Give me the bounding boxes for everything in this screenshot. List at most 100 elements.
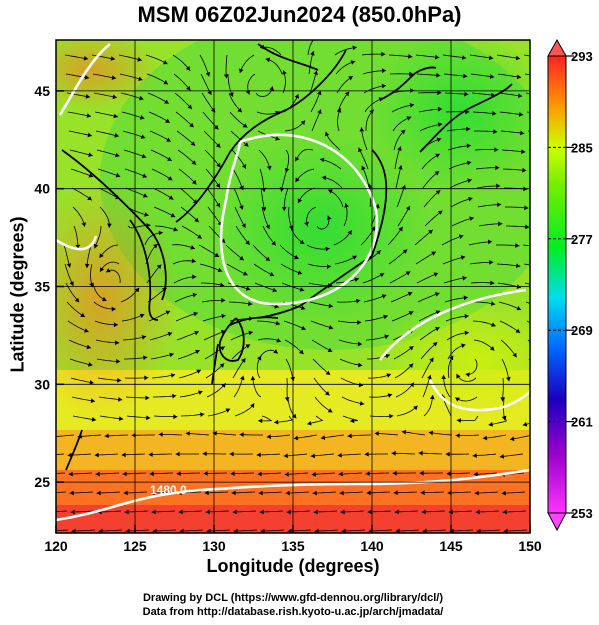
streamline-arrowhead (433, 272, 439, 277)
streamline-arrowhead (435, 310, 441, 315)
streamline-arrowhead (382, 68, 387, 74)
streamline-arrowhead (123, 490, 128, 496)
streamline-arrowhead (219, 282, 225, 288)
streamline-arrowhead (371, 226, 376, 232)
streamline-arrowhead (374, 431, 379, 436)
streamline-arrowhead (118, 416, 124, 421)
streamline-arrowhead (173, 414, 178, 420)
streamline-arrowhead (369, 109, 374, 115)
wind-streamlines (41, 40, 548, 533)
streamline-arrowhead (165, 118, 170, 123)
streamline-arrowhead (464, 330, 469, 336)
streamline-arrowhead (285, 490, 290, 496)
streamline-arrowhead (482, 435, 488, 441)
streamline-arrowhead (162, 60, 168, 65)
streamline-arrowhead (274, 419, 279, 425)
x-axis-label: Longitude (degrees) (206, 556, 380, 576)
streamline-arrowhead (522, 167, 527, 173)
streamline-arrowhead (327, 264, 332, 269)
streamline-arrowhead (381, 83, 386, 89)
streamline-arrowhead (544, 75, 548, 80)
streamline-arrowhead (522, 421, 528, 427)
colorbar-tick-label: 277 (571, 232, 593, 247)
streamline-arrowhead (327, 215, 332, 221)
streamline-arrowhead (358, 362, 363, 368)
y-axis-ticks: 25 30 35 40 45 (34, 83, 64, 490)
streamline-arrowhead (242, 271, 248, 276)
colorbar-tick-label: 293 (571, 49, 593, 64)
streamline-arrowhead (87, 132, 92, 138)
streamline-arrowhead (122, 471, 127, 477)
streamline-arrowhead (51, 434, 55, 439)
streamline-arrowhead (284, 471, 289, 477)
streamline-arrowhead (86, 113, 91, 118)
streamline-arrowhead (405, 205, 411, 211)
streamline-arrowhead (321, 175, 327, 181)
streamline-arrowhead (193, 311, 198, 317)
streamline-arrowhead (295, 156, 300, 162)
streamline-arrowhead (311, 471, 316, 477)
streamline-arrowhead (143, 193, 148, 198)
streamline (528, 358, 530, 361)
streamline-arrowhead (456, 374, 461, 379)
colorbar-tick-label: 253 (571, 506, 593, 521)
streamline-arrowhead (328, 303, 333, 309)
streamline-arrowhead (185, 431, 190, 436)
streamline-arrowhead (41, 453, 45, 458)
streamline-arrowhead (260, 528, 265, 533)
streamline-arrowhead (170, 373, 176, 378)
streamline-arrowhead (466, 126, 471, 132)
streamline-arrowhead (169, 352, 174, 358)
y-tick-label: 30 (34, 376, 50, 392)
streamline-arrowhead (190, 245, 195, 250)
streamline-arrowhead (84, 328, 89, 333)
streamline-arrowhead (320, 435, 326, 440)
streamline-arrowhead (134, 287, 140, 293)
streamline-arrowhead (115, 172, 121, 178)
streamline-arrowhead (121, 452, 126, 458)
streamline-arrowhead (324, 131, 330, 137)
streamline-arrowhead (163, 80, 168, 85)
streamline-arrowhead (113, 113, 118, 119)
streamline-arrowhead (205, 509, 210, 515)
colorbar-bottom-arrow (547, 512, 567, 532)
streamline-arrowhead (149, 471, 154, 477)
streamline-arrowhead (543, 286, 548, 291)
streamline-arrowhead (431, 251, 436, 256)
streamline-arrowhead (230, 471, 235, 476)
streamline-arrowhead (139, 313, 145, 319)
streamline (56, 510, 68, 512)
streamline-arrowhead (195, 349, 200, 355)
streamline-arrowhead (173, 227, 178, 232)
streamline-arrowhead (84, 263, 90, 268)
streamline-arrowhead (69, 490, 74, 496)
x-tick-label: 145 (439, 538, 463, 554)
streamline-arrowhead (491, 322, 496, 327)
streamline-arrowhead (137, 57, 142, 62)
streamline-arrowhead (186, 85, 191, 91)
streamline-arrowhead (299, 239, 305, 244)
streamline-arrowhead (223, 74, 229, 79)
streamline-arrowhead (99, 253, 104, 258)
streamline-arrowhead (90, 398, 95, 404)
streamline-arrowhead (515, 55, 521, 61)
streamline-arrowhead (358, 147, 363, 153)
streamline-arrowhead (286, 509, 291, 515)
streamline-arrowhead (276, 338, 281, 343)
streamline-arrowhead (464, 91, 469, 97)
streamline-arrowhead (106, 268, 111, 273)
streamline-arrowhead (100, 267, 105, 272)
streamline-arrowhead (297, 198, 302, 203)
streamline-arrowhead (493, 129, 498, 134)
streamline-arrowhead (461, 55, 467, 60)
streamline-arrowhead (352, 255, 357, 260)
streamline-arrowhead (200, 412, 205, 417)
streamline-arrowhead (401, 429, 407, 435)
x-tick-label: 135 (281, 538, 305, 554)
streamline-arrowhead (539, 373, 544, 378)
streamline-arrowhead (245, 286, 251, 291)
data-credit: Data from http://database.rish.kyoto-u.a… (142, 606, 444, 618)
map-title: MSM 06Z02Jun2024 (850.0hPa) (137, 2, 462, 27)
streamline-arrowhead (275, 136, 280, 141)
streamline-arrowhead (435, 190, 441, 195)
